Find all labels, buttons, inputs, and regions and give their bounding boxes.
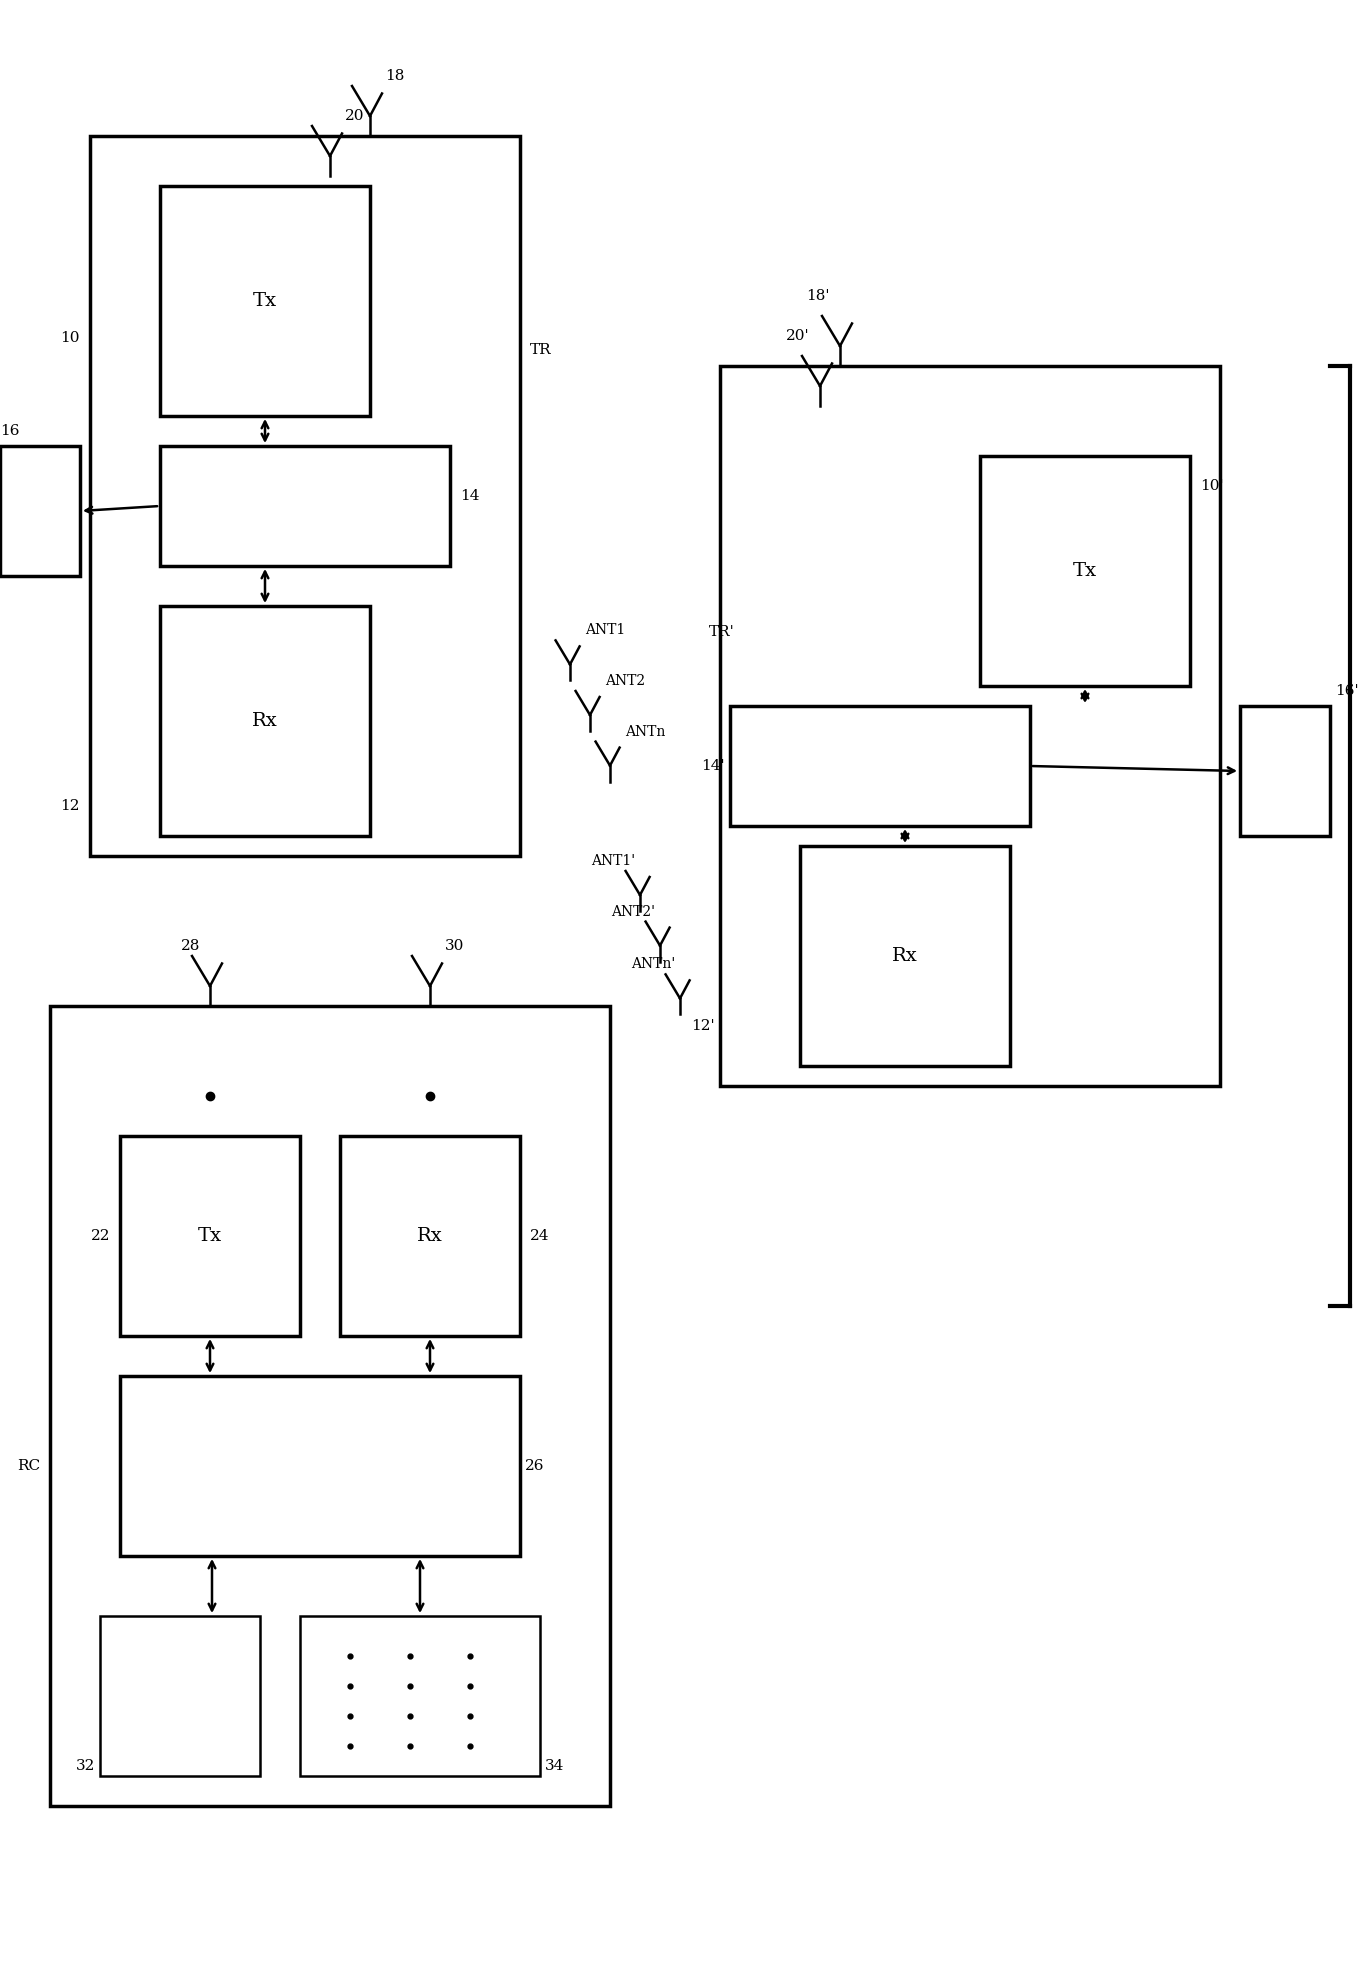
Text: ANTn': ANTn'	[631, 957, 676, 971]
Bar	[720, 365, 1220, 1086]
Text: ANT1: ANT1	[586, 624, 625, 638]
Bar	[300, 1617, 539, 1775]
Text: Tx: Tx	[197, 1227, 222, 1245]
Text: Tx: Tx	[1073, 562, 1096, 580]
Text: Rx: Rx	[417, 1227, 443, 1245]
Bar	[0, 447, 80, 576]
Text: RC: RC	[16, 1460, 39, 1474]
Text: Rx: Rx	[892, 947, 918, 965]
Text: 20': 20'	[786, 330, 810, 344]
Bar	[120, 1136, 300, 1337]
Text: 22: 22	[90, 1229, 110, 1243]
Text: 28: 28	[181, 939, 200, 953]
Bar	[120, 1376, 520, 1555]
Text: ANT2: ANT2	[605, 673, 646, 687]
Text: 24: 24	[530, 1229, 549, 1243]
Text: 20: 20	[345, 109, 365, 123]
Text: Rx: Rx	[252, 713, 278, 731]
Text: 30: 30	[445, 939, 464, 953]
Text: 10: 10	[60, 330, 80, 346]
Text: 10': 10'	[1200, 479, 1223, 493]
Bar	[90, 135, 520, 856]
Text: 18: 18	[385, 70, 405, 83]
Text: 14': 14'	[701, 759, 725, 773]
Bar	[159, 187, 370, 415]
Text: TR': TR'	[710, 624, 735, 639]
Text: ANT1': ANT1'	[591, 854, 635, 868]
Text: 32: 32	[76, 1760, 95, 1773]
Bar	[99, 1617, 260, 1775]
Text: 12': 12'	[692, 1019, 715, 1033]
Text: 12: 12	[60, 798, 80, 812]
Text: Tx: Tx	[253, 292, 276, 310]
Bar	[159, 447, 449, 566]
Text: 14: 14	[460, 489, 479, 502]
Bar	[1239, 705, 1331, 836]
Text: 18': 18'	[806, 290, 829, 304]
Bar	[340, 1136, 520, 1337]
Text: 34: 34	[545, 1760, 564, 1773]
Text: 16': 16'	[1335, 683, 1359, 697]
Bar	[981, 457, 1190, 685]
Text: ANTn: ANTn	[625, 725, 666, 739]
Text: ANT2': ANT2'	[612, 904, 655, 920]
Bar	[730, 705, 1030, 826]
Bar	[50, 1007, 610, 1805]
Text: 16: 16	[0, 423, 19, 439]
Text: TR: TR	[530, 344, 552, 357]
Bar	[159, 606, 370, 836]
Bar	[799, 846, 1011, 1066]
Text: 26: 26	[524, 1460, 545, 1474]
